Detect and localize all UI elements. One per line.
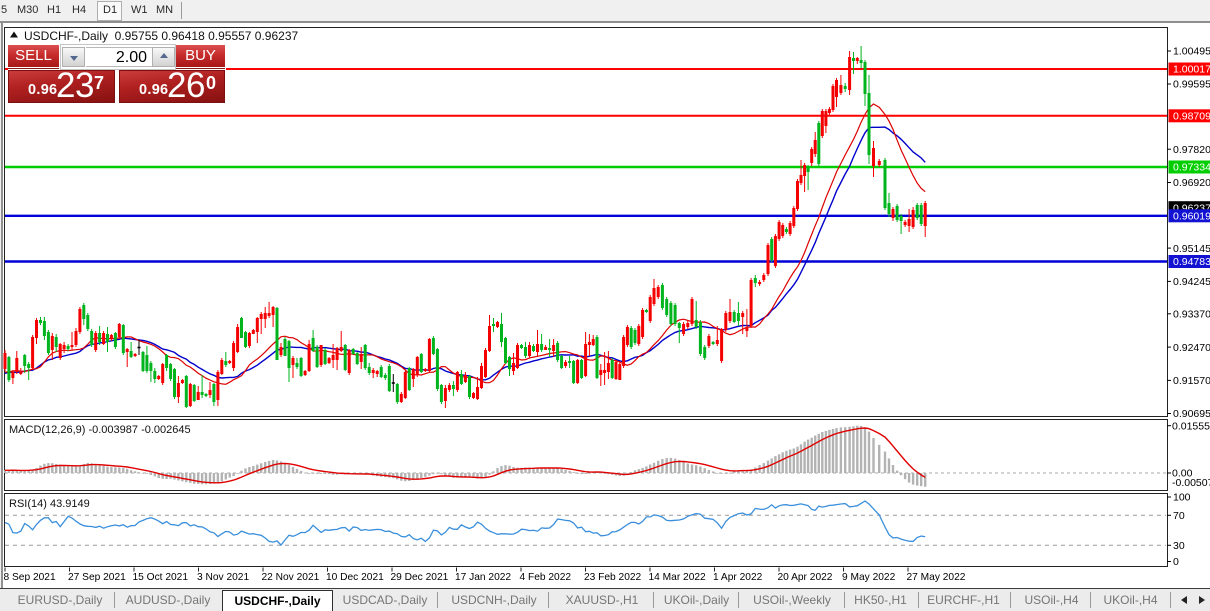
svg-text:4 Feb 2022: 4 Feb 2022 [520, 572, 572, 583]
svg-text:0.95145: 0.95145 [1173, 243, 1210, 255]
svg-text:0.01555: 0.01555 [1172, 420, 1210, 432]
svg-text:0.93370: 0.93370 [1173, 309, 1210, 321]
svg-text:30: 30 [1173, 540, 1185, 552]
svg-text:0.90695: 0.90695 [1173, 408, 1210, 420]
svg-text:3 Nov 2021: 3 Nov 2021 [197, 572, 249, 583]
svg-text:0.94245: 0.94245 [1173, 276, 1210, 288]
svg-text:70: 70 [1173, 510, 1185, 522]
svg-text:0.94783: 0.94783 [1173, 256, 1210, 268]
svg-text:100: 100 [1173, 492, 1191, 504]
svg-text:0.91570: 0.91570 [1173, 375, 1210, 387]
svg-text:MACD(12,26,9) -0.003987 -0.002: MACD(12,26,9) -0.003987 -0.002645 [9, 424, 191, 436]
svg-text:0.96019: 0.96019 [1173, 211, 1210, 223]
svg-text:1.00017: 1.00017 [1173, 64, 1210, 76]
svg-text:8 Sep 2021: 8 Sep 2021 [4, 572, 56, 583]
svg-text:10 Dec 2021: 10 Dec 2021 [326, 572, 384, 583]
svg-text:17 Jan 2022: 17 Jan 2022 [455, 572, 511, 583]
svg-text:14 Mar 2022: 14 Mar 2022 [649, 572, 707, 583]
svg-text:0.00: 0.00 [1172, 468, 1193, 480]
svg-text:0.99595: 0.99595 [1173, 79, 1210, 91]
svg-text:29 Dec 2021: 29 Dec 2021 [391, 572, 449, 583]
svg-text:0.97334: 0.97334 [1173, 162, 1210, 174]
svg-text:23 Feb 2022: 23 Feb 2022 [584, 572, 642, 583]
svg-text:0.92470: 0.92470 [1173, 342, 1210, 354]
svg-text:27 May 2022: 27 May 2022 [907, 572, 966, 583]
svg-text:0: 0 [1173, 556, 1179, 568]
svg-text:0.98709: 0.98709 [1173, 111, 1210, 123]
svg-text:0.97820: 0.97820 [1173, 144, 1210, 156]
svg-text:15 Oct 2021: 15 Oct 2021 [133, 572, 189, 583]
svg-text:USDCHF-,Daily 0.95755 0.96418: USDCHF-,Daily 0.95755 0.96418 0.95557 0.… [24, 29, 299, 43]
svg-text:9 May 2022: 9 May 2022 [842, 572, 896, 583]
svg-text:RSI(14) 43.9149: RSI(14) 43.9149 [9, 498, 90, 510]
svg-text:0.96920: 0.96920 [1173, 177, 1210, 189]
svg-text:22 Nov 2021: 22 Nov 2021 [262, 572, 320, 583]
svg-text:20 Apr 2022: 20 Apr 2022 [778, 572, 833, 583]
svg-text:27 Sep 2021: 27 Sep 2021 [68, 572, 126, 583]
svg-text:-0.005075: -0.005075 [1172, 477, 1210, 489]
svg-text:1 Apr 2022: 1 Apr 2022 [713, 572, 763, 583]
svg-text:1.00495: 1.00495 [1173, 46, 1210, 58]
